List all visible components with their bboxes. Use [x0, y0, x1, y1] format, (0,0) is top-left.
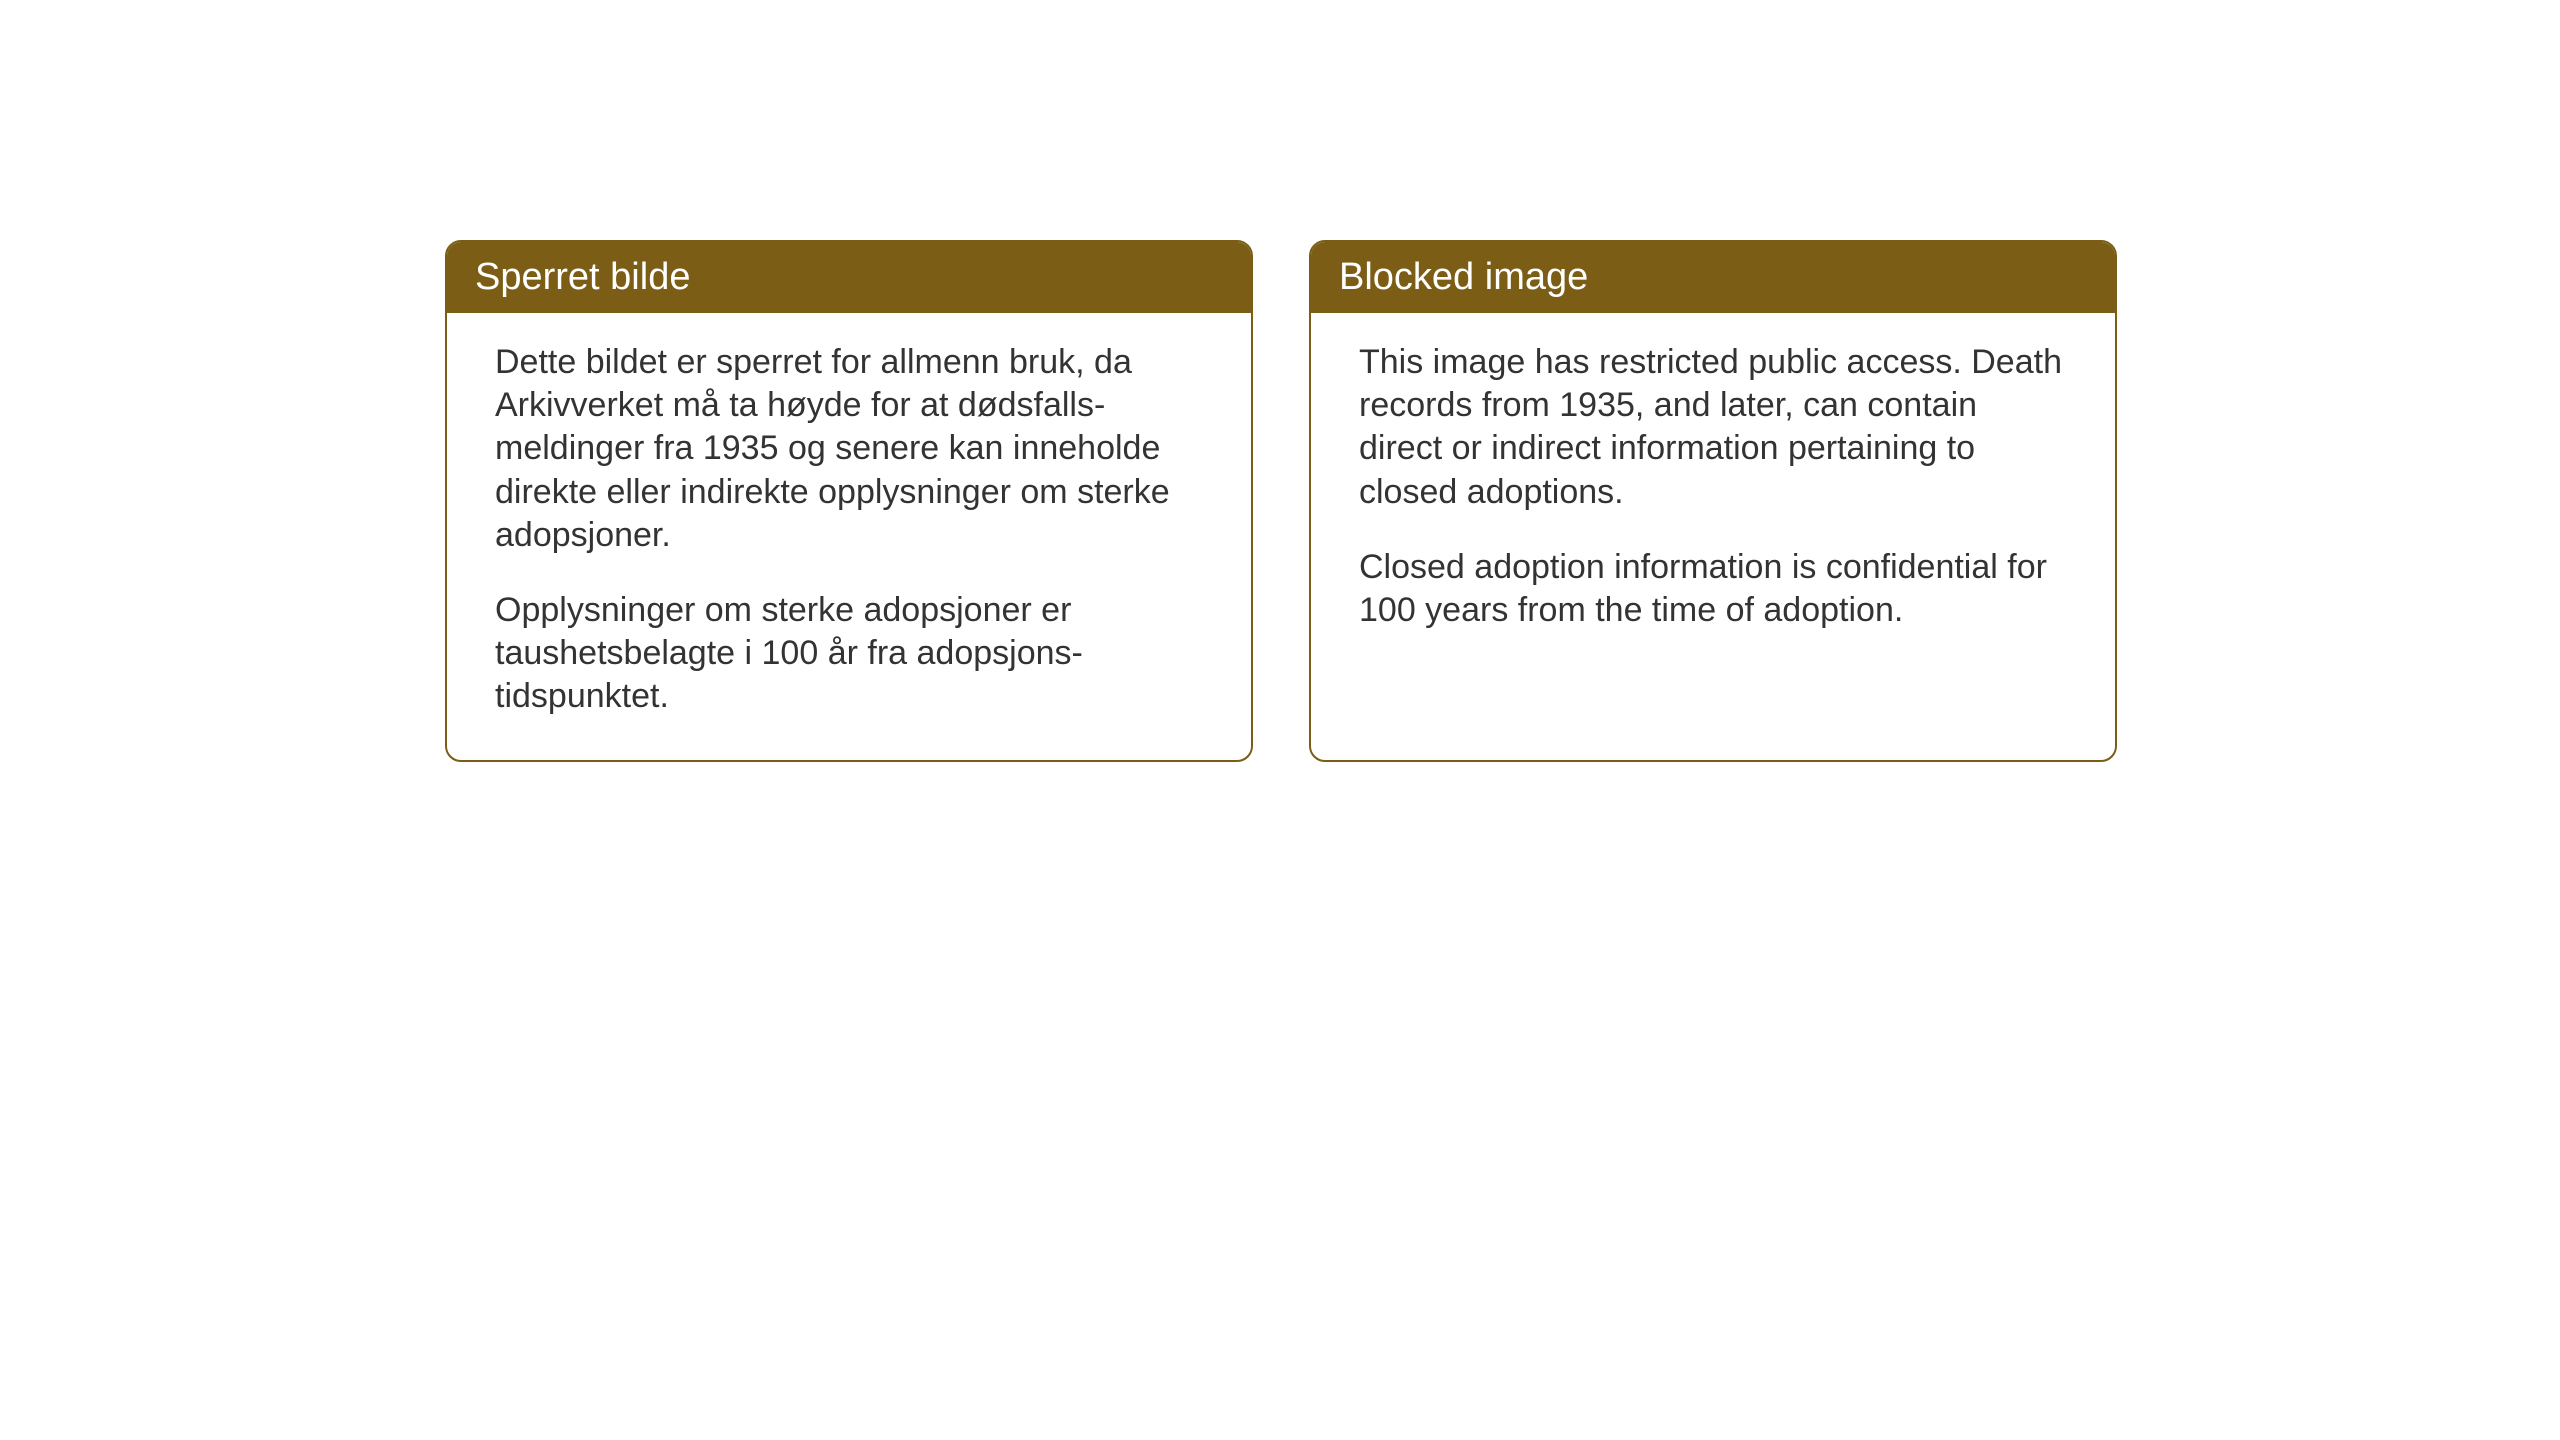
- notice-cards-container: Sperret bilde Dette bildet er sperret fo…: [445, 240, 2117, 762]
- norwegian-paragraph-1: Dette bildet er sperret for allmenn bruk…: [495, 341, 1203, 557]
- english-paragraph-2: Closed adoption information is confident…: [1359, 546, 2067, 632]
- norwegian-card-title: Sperret bilde: [447, 242, 1251, 313]
- norwegian-card-body: Dette bildet er sperret for allmenn bruk…: [447, 313, 1251, 760]
- english-paragraph-1: This image has restricted public access.…: [1359, 341, 2067, 514]
- english-notice-card: Blocked image This image has restricted …: [1309, 240, 2117, 762]
- english-card-title: Blocked image: [1311, 242, 2115, 313]
- norwegian-paragraph-2: Opplysninger om sterke adopsjoner er tau…: [495, 589, 1203, 719]
- norwegian-notice-card: Sperret bilde Dette bildet er sperret fo…: [445, 240, 1253, 762]
- english-card-body: This image has restricted public access.…: [1311, 313, 2115, 674]
